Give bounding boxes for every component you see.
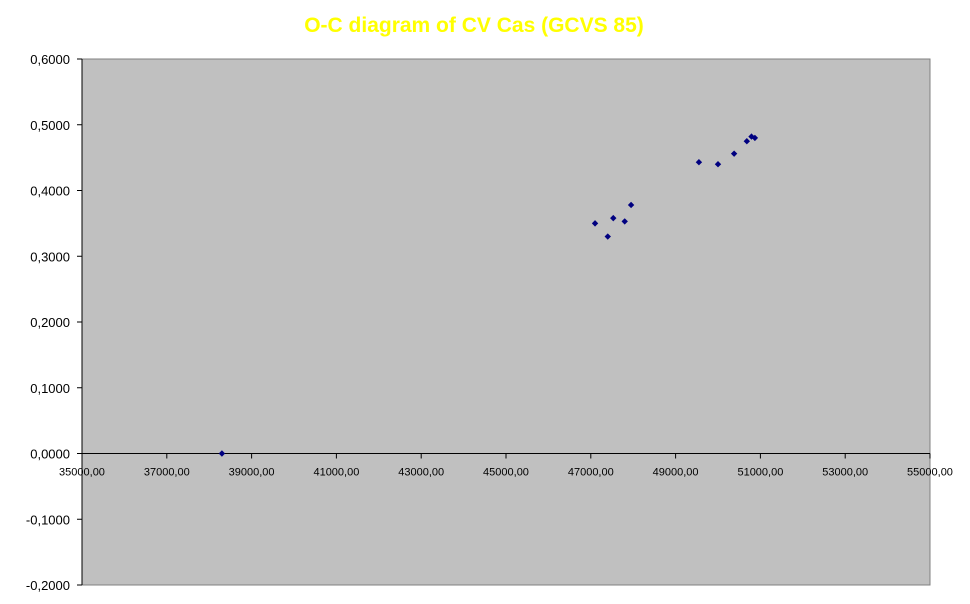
y-axis: 0,6000 0,5000 0,4000 0,3000 0,2000 0,1000 0,00…: [26, 52, 83, 593]
data-point: [604, 233, 611, 240]
y-tick-label: -0,2000: [26, 578, 70, 593]
data-point: [621, 218, 628, 225]
y-tick-label: -0,1000: [26, 512, 70, 527]
x-tick-label: 39000,00: [229, 467, 275, 479]
y-tick-label: 0,4000: [30, 184, 70, 199]
x-tick-label: 55000,00: [907, 467, 953, 479]
chart-title: O-C diagram of CV Cas (GCVS 85): [304, 14, 644, 37]
data-point: [751, 134, 759, 142]
x-tick-label: 51000,00: [737, 467, 783, 479]
y-tick-label: 0,0000: [30, 447, 70, 462]
data-point: [743, 137, 751, 145]
y-tick-label: 0,3000: [30, 249, 70, 264]
data-point: [748, 133, 755, 140]
x-tick-label: 37000,00: [144, 467, 190, 479]
y-tick-label: 0,5000: [30, 118, 70, 133]
y-tick-label: 0,6000: [30, 52, 70, 67]
x-tick-label: 45000,00: [483, 467, 529, 479]
data-point: [714, 161, 722, 168]
data-point: [695, 159, 703, 166]
data-points: [218, 133, 759, 457]
y-tick-label: 0,2000: [30, 315, 70, 330]
x-tick-label: 43000,00: [398, 467, 444, 479]
data-point: [591, 220, 599, 227]
plot-area: [81, 58, 931, 586]
data-point: [218, 450, 226, 457]
y-tick-label: 0,1000: [30, 381, 70, 396]
x-tick-label: 49000,00: [653, 467, 699, 479]
data-point: [730, 150, 738, 157]
x-tick-label: 35000,00: [59, 467, 105, 479]
x-tick-label: 53000,00: [822, 467, 868, 479]
x-tick-label: 41000,00: [313, 467, 359, 479]
x-tick-label: 47000,00: [568, 467, 614, 479]
data-point: [627, 201, 635, 209]
data-point: [610, 214, 617, 222]
x-axis: 35000,00 37000,00 39000,00 41000,00 43000,00…: [59, 453, 953, 479]
